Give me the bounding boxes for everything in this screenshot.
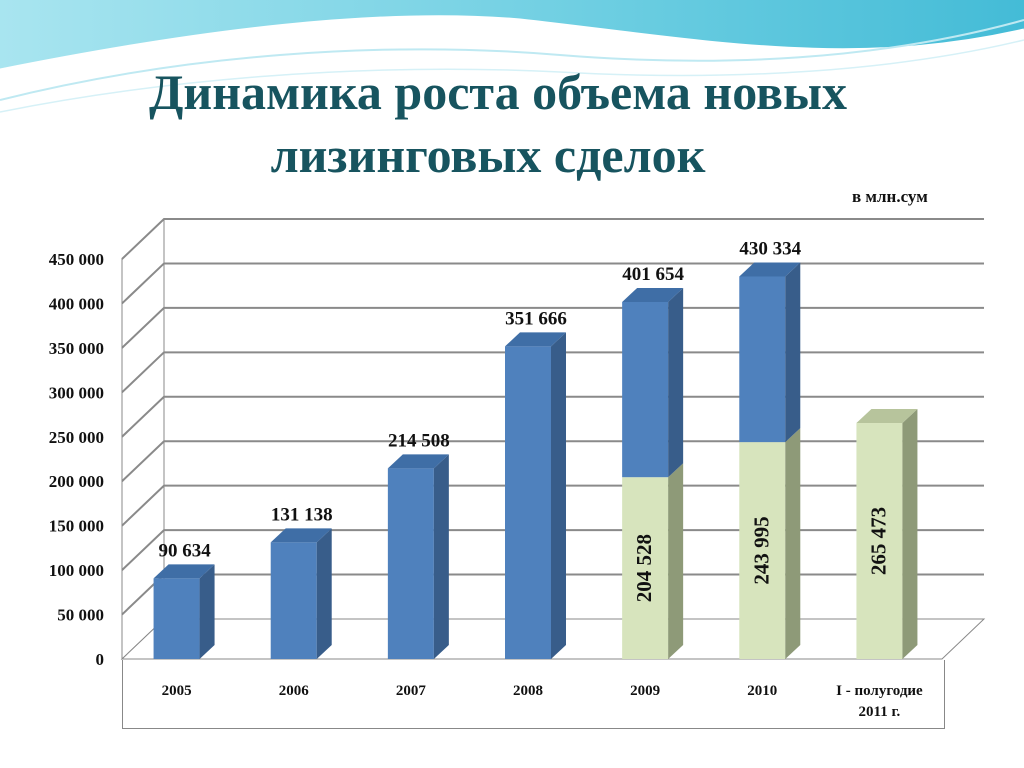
bar-total-label: 131 138 [271, 504, 333, 525]
bar-total-label: 401 654 [622, 264, 684, 285]
y-tick-label: 400 000 [49, 294, 104, 313]
gridline [121, 218, 984, 260]
bar-segment-top [505, 332, 566, 347]
bar-segment-top [153, 564, 215, 579]
gridline [121, 440, 984, 482]
bar-segment-front [739, 442, 786, 659]
x-category-label: 2008 [513, 683, 543, 699]
bar-segment-front [270, 542, 317, 659]
x-category-label: 2011 г. [859, 704, 901, 720]
bar-segment-front [387, 468, 434, 659]
bar-segment-top [856, 409, 918, 424]
category-axis-frame [122, 660, 945, 729]
bar-segment-side [551, 332, 566, 659]
bar-segment-side [316, 528, 332, 659]
x-category-label: 2009 [630, 683, 660, 699]
bar-total-label: 430 334 [739, 238, 801, 259]
header-wave-decoration [0, 0, 1024, 113]
gridline [121, 351, 984, 394]
bar-total-label: 214 508 [388, 430, 450, 451]
bar-segment-side [199, 564, 215, 659]
bar-segment-side [433, 454, 449, 659]
bar-segment-front [622, 477, 669, 659]
bar-segment-side [902, 409, 918, 659]
bar-segment-front [153, 578, 200, 659]
y-tick-label: 150 000 [49, 517, 104, 536]
bar-segment-label: 265 473 [866, 507, 890, 575]
y-tick-label: 100 000 [49, 561, 104, 580]
bar-total-label: 90 634 [158, 540, 211, 561]
bar-segment-top [270, 528, 332, 543]
y-tick-label: 50 000 [57, 606, 104, 625]
bar-segment-side [668, 287, 684, 478]
bar-segment-front [739, 276, 786, 443]
chart-title-line-2: лизинговых сделок [270, 127, 706, 183]
bar-segment-top [387, 454, 449, 469]
bar-total-label: 351 666 [505, 308, 567, 329]
bar-segment-top [739, 262, 801, 277]
bar-segment-front [505, 346, 551, 659]
gridline [121, 395, 984, 438]
bar-segment-label: 243 995 [749, 516, 773, 584]
gridline [121, 262, 984, 305]
y-tick-label: 450 000 [49, 250, 104, 269]
y-tick-label: 0 [96, 650, 105, 669]
y-tick-label: 200 000 [49, 472, 104, 491]
bar-segment-side [785, 262, 801, 443]
bar-segment-front [856, 423, 903, 659]
x-category-label: 2005 [162, 683, 192, 699]
bar-segment-side [785, 428, 801, 659]
y-tick-label: 300 000 [49, 383, 104, 402]
x-category-label: 2010 [747, 683, 777, 699]
chart-title-line-1: Динамика роста объема новых [148, 64, 848, 120]
gridline [121, 306, 984, 349]
x-category-label: I - полугодие [836, 683, 923, 699]
x-category-label: 2006 [279, 683, 310, 699]
y-tick-label: 350 000 [49, 339, 104, 358]
bar-segment-top [622, 287, 684, 302]
bar-segment-label: 204 528 [632, 534, 656, 602]
y-tick-label: 250 000 [49, 428, 104, 447]
bar-segment-front [622, 301, 669, 478]
x-category-label: 2007 [396, 683, 427, 699]
bar-segment-side [668, 463, 684, 659]
gridline [121, 529, 984, 571]
units-label: в млн.сум [852, 187, 928, 206]
gridline [121, 484, 984, 527]
